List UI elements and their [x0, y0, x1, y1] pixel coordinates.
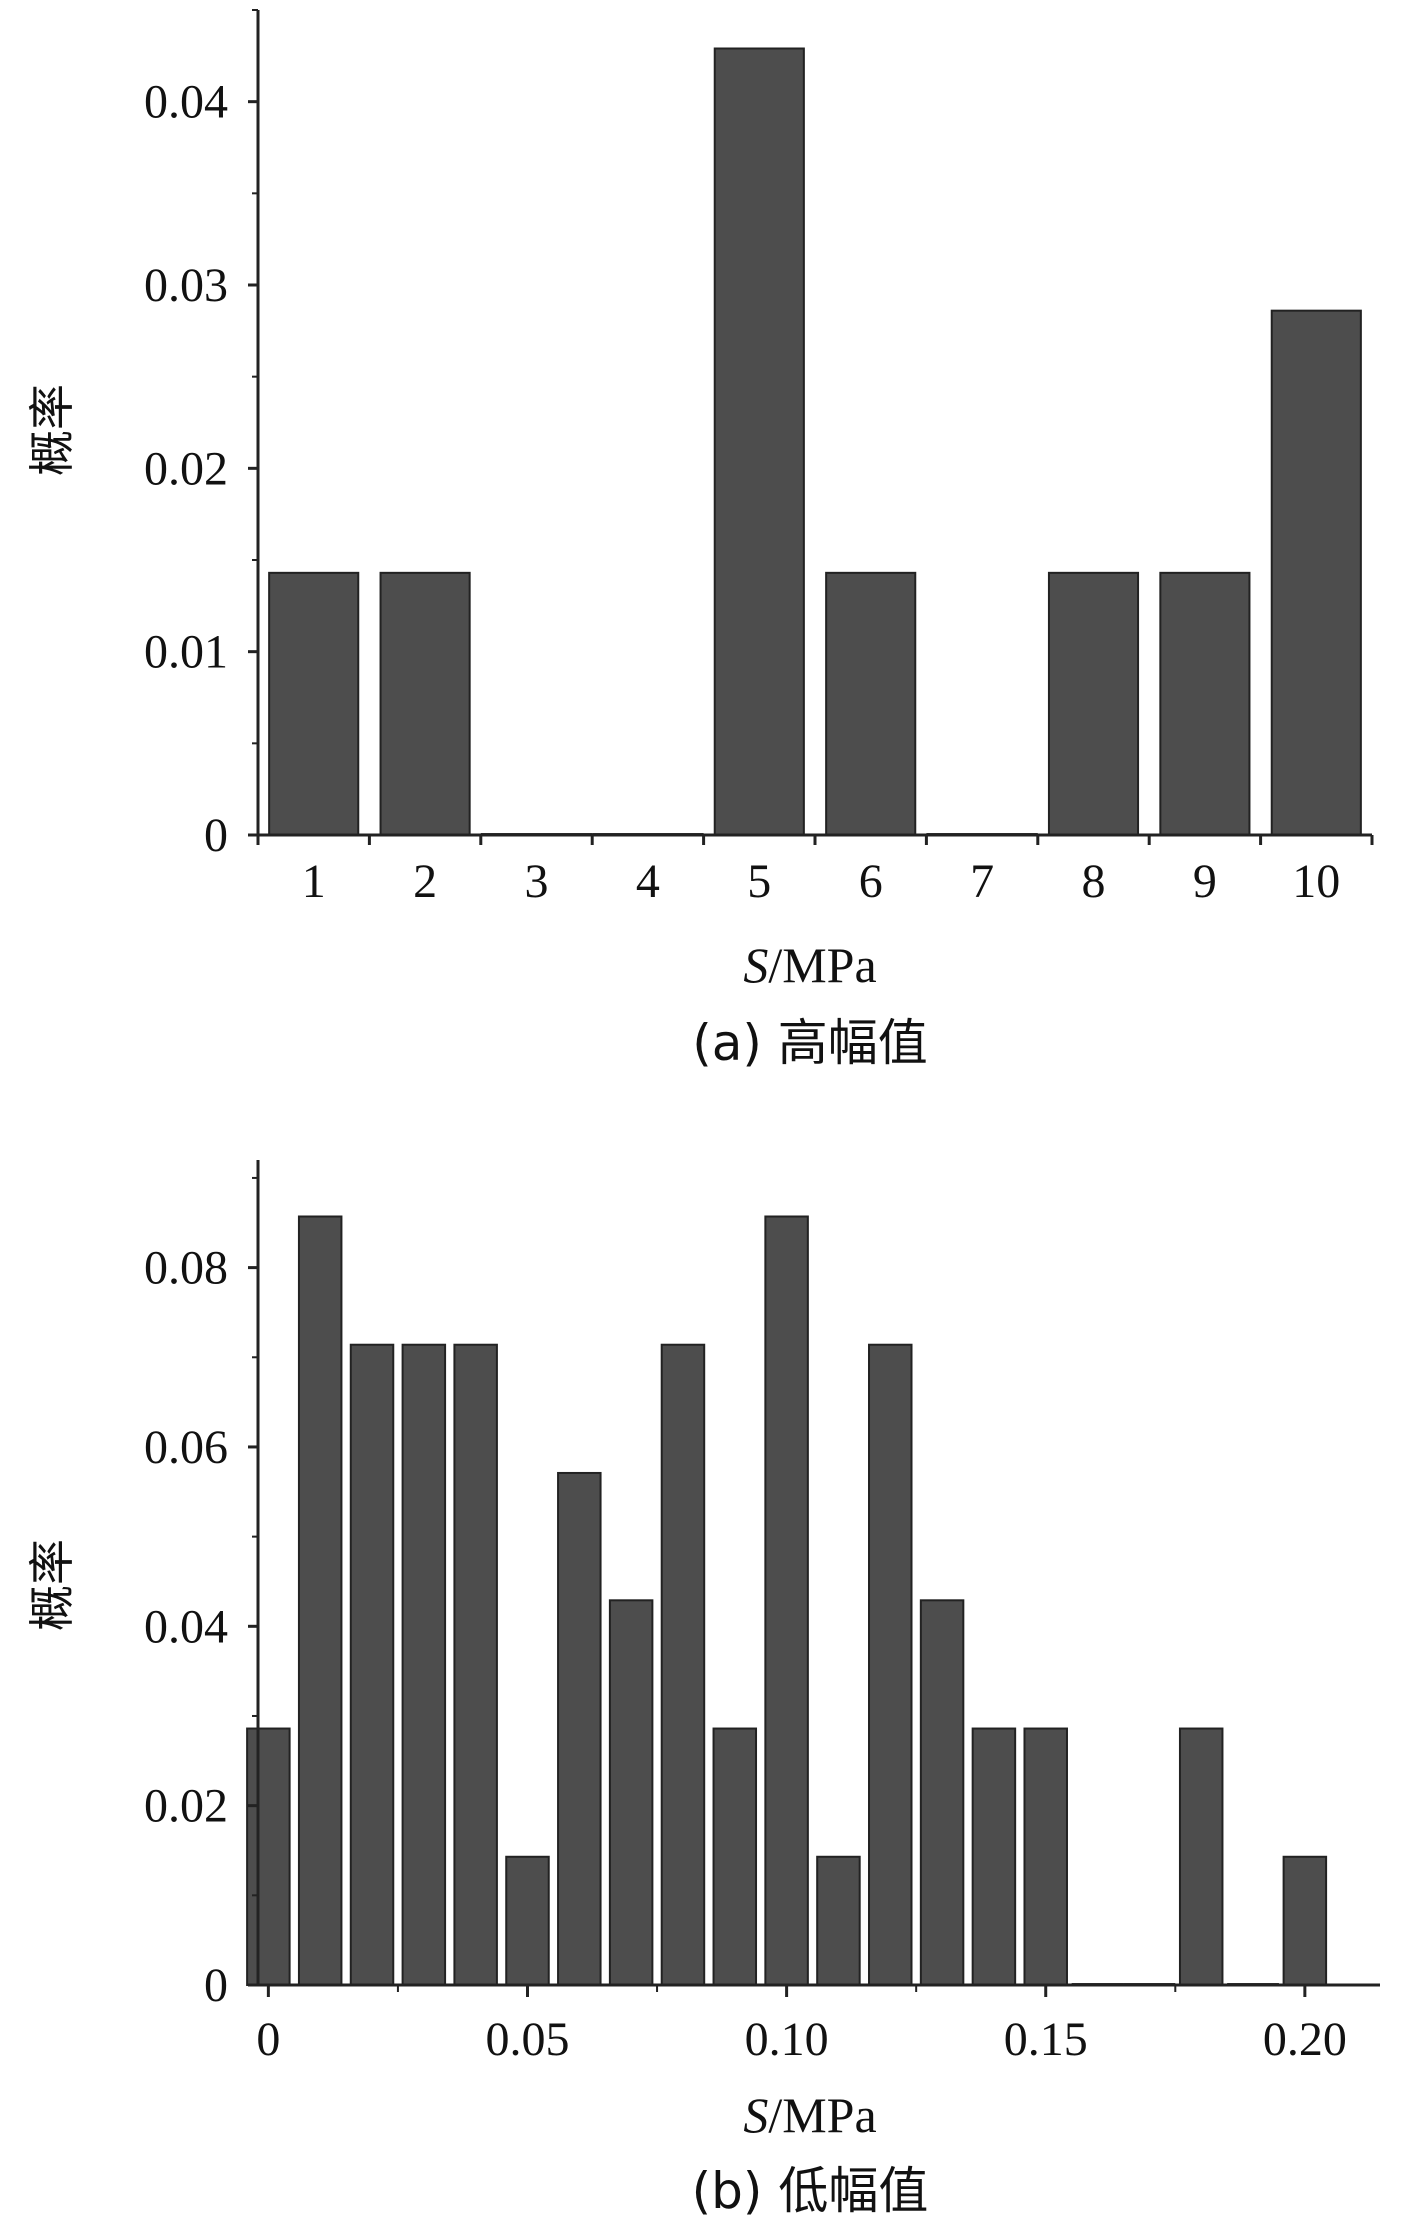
chart-b-x-axis-symbol: S: [743, 2087, 768, 2143]
chart-a-tick-labels: 1 2 3 4 5 6 7 8 9 10 0 0.01 0.02 0.03 0.04: [144, 76, 1340, 908]
chart-b-x-axis-title: S/MPa: [743, 2087, 876, 2143]
chart-a-x-axis-symbol: S: [743, 937, 768, 993]
chart-b-caption: (b) 低幅值: [692, 2162, 929, 2220]
chart-b-bar: [557, 1471, 602, 1986]
chart-b-bar: [919, 1599, 965, 1987]
chart-b-bar: [453, 1343, 498, 1986]
chart-b-bar: [712, 1727, 758, 1986]
chart-a-x-tick-label: 8: [1082, 855, 1106, 908]
chart-a-bar: [713, 47, 805, 836]
chart-a-x-tick-label: 9: [1193, 855, 1217, 908]
chart-b-axes: [248, 1160, 1380, 1997]
chart-a-x-tick-label: 2: [413, 855, 437, 908]
chart-b-x-tick-label: 0.15: [1004, 2013, 1088, 2066]
chart-b-bar: [297, 1215, 343, 1986]
chart-b-bar: [608, 1599, 654, 1987]
chart-a-bar: [268, 571, 360, 836]
chart-a: 1 2 3 4 5 6 7 8 9 10 0 0.01 0.02 0.03 0.04 概率 S/MPa (a…: [25, 9, 1374, 1072]
chart-b-x-tick-label: 0.20: [1263, 2013, 1347, 2066]
chart-a-bar: [825, 571, 917, 836]
chart-a-y-tick-label: 0.04: [144, 76, 228, 129]
chart-b-bars: [246, 1215, 1328, 1987]
chart-b-bar: [660, 1343, 706, 1986]
chart-b-bar: [505, 1855, 550, 1987]
chart-a-y-tick-label: 0.02: [144, 442, 228, 495]
chart-a-x-tick-label: 1: [302, 855, 326, 908]
chart-b-bar: [1282, 1855, 1328, 1987]
chart-b-x-tick-label: 0: [256, 2013, 280, 2066]
chart-b-bar: [971, 1727, 1017, 1986]
chart-b-bar: [1023, 1727, 1068, 1986]
chart-a-caption: (a) 高幅值: [692, 1014, 928, 1072]
chart-a-y-tick-label: 0: [204, 809, 228, 862]
chart-a-x-tick-label: 5: [747, 855, 771, 908]
chart-b-bar: [246, 1727, 291, 1986]
chart-a-bar: [1270, 309, 1362, 836]
chart-b-x-tick-label: 0.05: [485, 2013, 569, 2066]
chart-b-bar: [401, 1343, 447, 1986]
chart-a-x-tick-label: 6: [859, 855, 883, 908]
chart-a-x-tick-label: 4: [636, 855, 660, 908]
chart-b-tick-labels: 0 0.05 0.10 0.15 0.20 0 0.02 0.04 0.06 0.08: [144, 1242, 1347, 2066]
chart-b-bar: [1178, 1727, 1224, 1986]
chart-a-y-tick-label: 0.03: [144, 259, 228, 312]
chart-b-y-tick-label: 0.04: [144, 1600, 228, 1653]
chart-a-x-axis-unit: /MPa: [768, 937, 876, 993]
chart-b-y-tick-label: 0.02: [144, 1780, 228, 1833]
chart-b-bar: [816, 1855, 861, 1987]
chart-b-bar: [764, 1215, 809, 1986]
chart-b-bar: [349, 1343, 395, 1986]
chart-a-x-axis-title: S/MPa: [743, 937, 876, 993]
chart-a-y-axis-title: 概率: [25, 384, 79, 476]
chart-b-bar: [868, 1343, 913, 1986]
chart-b-y-tick-label: 0: [204, 1959, 228, 2012]
chart-b-x-tick-label: 0.10: [745, 2013, 829, 2066]
chart-b-y-axis-title: 概率: [25, 1539, 79, 1631]
chart-b-x-axis-unit: /MPa: [768, 2087, 876, 2143]
chart-b-y-tick-label: 0.08: [144, 1242, 228, 1295]
chart-a-x-tick-label: 10: [1292, 855, 1340, 908]
chart-a-axes: [248, 9, 1374, 845]
chart-a-x-tick-label: 7: [970, 855, 994, 908]
chart-a-x-tick-label: 3: [525, 855, 549, 908]
chart-b: 0 0.05 0.10 0.15 0.20 0 0.02 0.04 0.06 0.08 概率 S/…: [25, 1160, 1380, 2220]
chart-b-y-tick-label: 0.06: [144, 1421, 228, 1474]
chart-a-bar: [1159, 571, 1251, 836]
chart-a-bar: [1047, 571, 1140, 836]
chart-a-bar: [379, 571, 471, 836]
chart-a-y-tick-label: 0.01: [144, 626, 228, 679]
chart-a-bars: [268, 47, 1362, 836]
